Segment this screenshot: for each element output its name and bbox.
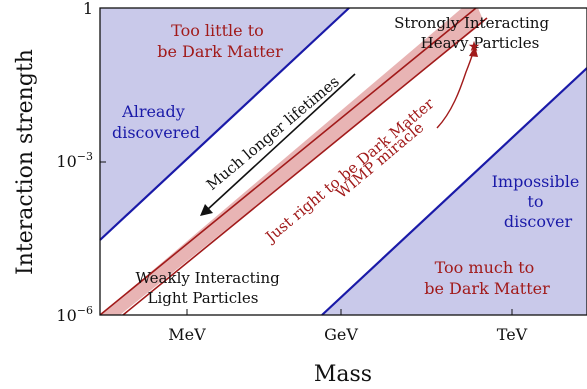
wimp-miracle-arrowhead bbox=[469, 46, 478, 57]
y-tick-label-1e-3: 10−3 bbox=[56, 150, 93, 171]
longer-lifetimes-arrow bbox=[206, 73, 356, 211]
x-tick-label-gev: GeV bbox=[324, 325, 358, 344]
y-tick-label-1: 1 bbox=[83, 0, 93, 18]
weakly-interacting-label: Weakly Interacting Light Particles bbox=[135, 269, 284, 307]
wimp-miracle-arrow bbox=[436, 49, 475, 129]
band-edge-upper bbox=[99, 7, 477, 316]
lower-boundary-line bbox=[321, 67, 587, 316]
strongly-interacting-label: Strongly Interacting Heavy Particles bbox=[394, 14, 554, 52]
just-right-band bbox=[100, 8, 484, 315]
upper-boundary-line bbox=[99, 7, 350, 241]
star-icon: ★ bbox=[468, 39, 481, 55]
too-much-label: Too much to be Dark Matter bbox=[424, 258, 550, 298]
impossible-label: Impossible to discover bbox=[492, 172, 585, 231]
already-discovered-label: Already discovered bbox=[112, 102, 200, 142]
x-tick-label-tev: TeV bbox=[497, 325, 528, 344]
y-tick-label-1e-6: 10−6 bbox=[56, 304, 93, 325]
x-tick-label-mev: MeV bbox=[168, 325, 206, 344]
longer-lifetimes-arrowhead bbox=[200, 204, 213, 216]
too-little-label: Too little to be Dark Matter bbox=[157, 21, 283, 61]
x-axis-label: Mass bbox=[314, 362, 372, 387]
y-axis-label: Interaction strength bbox=[13, 49, 38, 275]
band-edge-lower bbox=[122, 17, 488, 316]
